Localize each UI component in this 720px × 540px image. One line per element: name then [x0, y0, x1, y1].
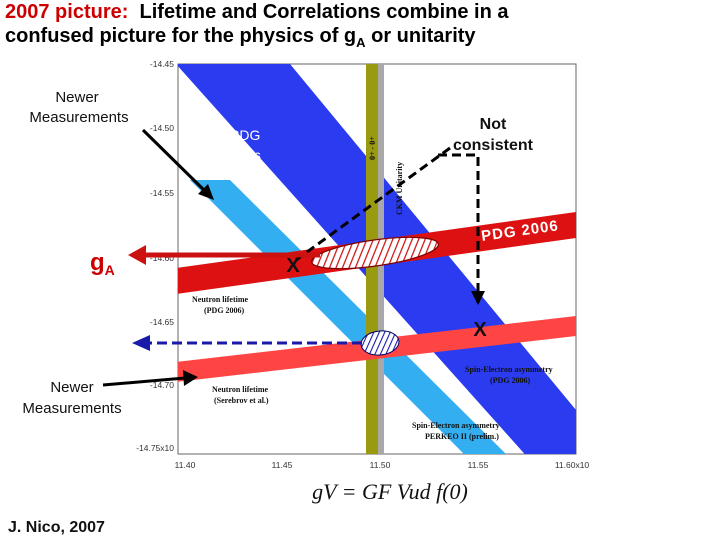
label-asym-pdg-sub: (PDG 2006): [490, 376, 531, 385]
newer-top-arrow-line: [141, 128, 208, 194]
x-tick: 11.45: [272, 460, 293, 470]
blue-dashed-arrow-head: [132, 335, 150, 351]
label-lifetime-pdg-sub: (PDG 2006): [204, 306, 245, 315]
label-lifetime-pdg: Neutron lifetime: [192, 295, 249, 304]
x-tick: 11.60x10: [555, 460, 590, 470]
newer-bottom-1: Newer: [50, 379, 93, 396]
x-tick: 11.40: [175, 460, 196, 470]
title-lead: 2007 picture:: [5, 1, 129, 23]
pdg-box-label-1: PDG: [230, 127, 260, 143]
label-asym-pdg: Spin-Electron asymmetry: [465, 365, 553, 374]
y-tick: -14.65: [150, 317, 174, 327]
newer-top-1: Newer: [55, 89, 98, 106]
label-lifetime-serebrov: Neutron lifetime: [212, 385, 269, 394]
newer-bottom-arrow-head: [183, 370, 198, 386]
ga-label-main: g: [90, 249, 105, 276]
title-line2-pre: confused picture for the physics of g: [5, 25, 357, 47]
newer-bottom-2: Measurements: [22, 400, 121, 417]
label-zero-zero: 0+ - 0+: [368, 136, 377, 160]
y-tick: -14.55: [150, 188, 174, 198]
credit-label: J. Nico, 2007: [8, 519, 105, 536]
not-consistent-1: Not: [480, 116, 507, 133]
dashed-line-left: [295, 146, 451, 262]
title-line2-sub: A: [356, 35, 366, 50]
ga-label-sub: A: [105, 262, 115, 278]
pdg-box-label-2: 2006: [230, 149, 261, 165]
x-mark-left: X: [286, 255, 300, 277]
newer-top-2: Measurements: [29, 109, 128, 126]
y-tick: -14.75x10: [136, 443, 174, 453]
y-tick: -14.45: [150, 59, 174, 69]
x-tick: 11.50: [370, 460, 391, 470]
x-axis-ticks: 11.40 11.45 11.50 11.55 11.60x10: [175, 460, 590, 470]
x-tick: 11.55: [468, 460, 489, 470]
newer-bottom-arrow-line: [102, 376, 186, 387]
slide-title: 2007 picture: Lifetime and Correlations …: [5, 0, 508, 55]
y-tick: -14.60: [150, 253, 174, 263]
red-arrow-head: [128, 245, 146, 265]
overlap-ellipse-newer: [360, 330, 400, 356]
newer-top-arrow-head: [198, 184, 214, 200]
x-mark-right: X: [473, 319, 487, 341]
formula: gV = GF Vud f(0): [312, 479, 468, 504]
overlap-ellipse-pdg: [310, 236, 440, 270]
y-tick: -14.50: [150, 123, 174, 133]
dashed-arrowhead: [471, 291, 485, 305]
not-consistent-2: consistent: [453, 137, 534, 154]
title-rest: Lifetime and Correlations combine in a: [139, 1, 509, 23]
label-ckm: CKM Unitarity: [395, 162, 404, 215]
y-axis-ticks: -14.45 -14.50 -14.55 -14.60 -14.65 -14.7…: [136, 59, 174, 453]
y-tick: -14.70: [150, 380, 174, 390]
label-asym-perkeo-sub: PERKEO II (prelim.): [425, 432, 499, 441]
band-labels: Neutron lifetime (PDG 2006) Neutron life…: [192, 136, 553, 441]
ga-label: gA: [90, 249, 115, 278]
label-asym-perkeo: Spin-Electron asymmetry: [412, 421, 500, 430]
label-lifetime-serebrov-sub: (Serebrov et al.): [214, 396, 269, 405]
title-line2-post: or unitarity: [365, 25, 476, 47]
band-asymmetry-perkeo: [190, 180, 506, 454]
